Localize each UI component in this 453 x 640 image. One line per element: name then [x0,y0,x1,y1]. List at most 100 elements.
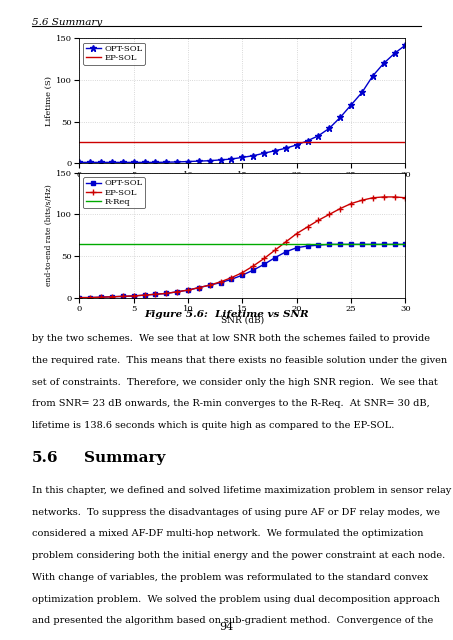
R-Req [77,239,82,247]
OPT-SOL [392,241,397,248]
OPT-SOL [316,241,321,249]
EP-SOL [174,288,180,296]
OPT-SOL [359,241,365,248]
EP-SOL [392,193,397,201]
EP-SOL [120,292,125,300]
OPT-SOL [98,293,104,301]
EP-SOL [316,216,321,224]
OPT-SOL [142,159,147,166]
EP-SOL [142,291,147,299]
Text: set of constraints.  Therefore, we consider only the high SNR region.  We see th: set of constraints. Therefore, we consid… [32,378,438,387]
OPT-SOL [251,152,256,159]
Text: Figure 5.6:  Lifetime vs SNR: Figure 5.6: Lifetime vs SNR [144,310,309,319]
OPT-SOL [261,260,267,268]
OPT-SOL [240,271,245,279]
OPT-SOL [403,241,408,248]
OPT-SOL [251,266,256,274]
OPT-SOL [98,159,104,166]
OPT-SOL [370,72,376,80]
OPT-SOL [381,241,386,248]
EP-SOL [359,196,365,204]
OPT-SOL [294,141,299,148]
OPT-SOL [229,275,234,283]
Line: OPT-SOL: OPT-SOL [77,242,408,300]
EP-SOL [77,294,82,301]
EP-SOL [240,269,245,276]
OPT-SOL [109,293,115,301]
OPT-SOL [283,248,289,255]
EP-SOL [164,289,169,297]
OPT-SOL [185,157,191,165]
EP-SOL [109,293,115,301]
OPT-SOL [174,158,180,166]
EP-SOL [348,200,354,207]
EP-SOL [98,293,104,301]
OPT-SOL [272,254,278,262]
Text: optimization problem.  We solved the problem using dual decomposition approach: optimization problem. We solved the prob… [32,595,439,604]
Text: With change of variables, the problem was reformulated to the standard convex: With change of variables, the problem wa… [32,573,428,582]
Text: 94: 94 [219,622,234,632]
R-Req [87,239,93,247]
OPT-SOL [348,101,354,109]
OPT-SOL [305,242,310,250]
OPT-SOL [403,41,408,49]
X-axis label: SNR (dB): SNR (dB) [221,316,264,325]
Text: Summary: Summary [84,451,165,465]
OPT-SOL [131,292,136,300]
Text: 5.6: 5.6 [32,451,58,465]
EP-SOL [272,246,278,254]
OPT-SOL [218,156,223,164]
OPT-SOL [240,154,245,161]
Text: and presented the algorithm based on sub-gradient method.  Convergence of the: and presented the algorithm based on sub… [32,616,433,625]
Legend: OPT-SOL, EP-SOL, R-Req: OPT-SOL, EP-SOL, R-Req [83,177,145,209]
EP-SOL [229,274,234,282]
Text: the required rate.  This means that there exists no feasible solution under the : the required rate. This means that there… [32,356,447,365]
Text: 5.6 Summary: 5.6 Summary [32,18,102,27]
OPT-SOL [120,159,125,166]
EP-SOL [131,292,136,300]
Text: by the two schemes.  We see that at low SNR both the schemes failed to provide: by the two schemes. We see that at low S… [32,334,430,343]
EP-SOL [153,291,158,298]
OPT-SOL [120,292,125,300]
OPT-SOL [381,60,386,67]
OPT-SOL [218,279,223,287]
OPT-SOL [87,294,93,301]
EP-SOL [305,223,310,230]
OPT-SOL [142,291,147,299]
OPT-SOL [185,286,191,294]
OPT-SOL [305,137,310,145]
EP-SOL [218,278,223,285]
OPT-SOL [207,281,212,289]
EP-SOL [381,193,386,201]
OPT-SOL [359,88,365,96]
EP-SOL [294,230,299,237]
EP-SOL [77,138,82,146]
EP-SOL [283,238,289,246]
OPT-SOL [337,114,343,122]
OPT-SOL [131,159,136,166]
OPT-SOL [327,124,332,132]
OPT-SOL [196,157,202,165]
OPT-SOL [87,159,93,166]
Text: networks.  To suppress the disadvantages of using pure AF or DF relay modes, we: networks. To suppress the disadvantages … [32,508,440,516]
EP-SOL [337,205,343,212]
OPT-SOL [392,49,397,57]
Line: OPT-SOL: OPT-SOL [76,42,409,166]
EP-SOL [403,194,408,202]
OPT-SOL [164,289,169,297]
OPT-SOL [294,244,299,252]
Text: considered a mixed AF-DF multi-hop network.  We formulated the optimization: considered a mixed AF-DF multi-hop netwo… [32,529,423,538]
EP-SOL [196,284,202,291]
EP-SOL [261,255,267,262]
Legend: OPT-SOL, EP-SOL: OPT-SOL, EP-SOL [83,43,145,65]
EP-SOL [251,262,256,270]
OPT-SOL [327,241,332,248]
OPT-SOL [229,155,234,163]
OPT-SOL [77,294,82,301]
OPT-SOL [109,159,115,166]
OPT-SOL [77,159,82,166]
OPT-SOL [316,132,321,140]
OPT-SOL [196,284,202,291]
OPT-SOL [283,145,289,152]
OPT-SOL [153,291,158,298]
